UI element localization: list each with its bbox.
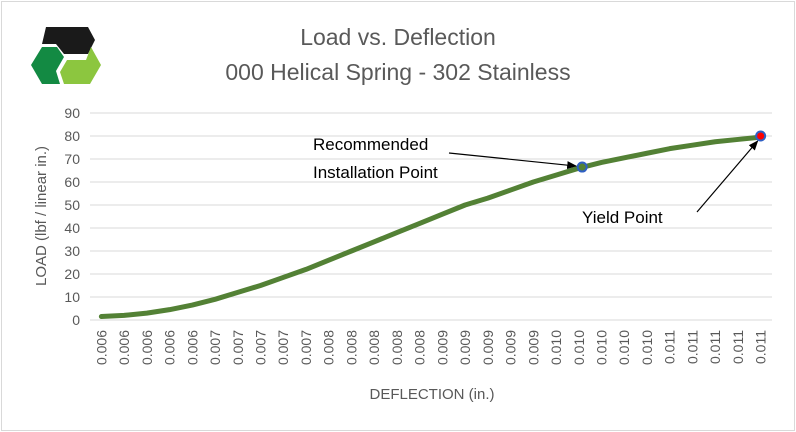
x-tick-label: 0.009 (525, 330, 541, 365)
x-tick-label: 0.010 (594, 330, 610, 365)
y-tick-label: 80 (64, 128, 80, 144)
x-tick-label: 0.009 (480, 330, 496, 365)
y-tick-label: 70 (64, 151, 80, 167)
x-tick-label: 0.008 (366, 330, 382, 365)
x-tick-label: 0.007 (207, 330, 223, 365)
x-tick-label: 0.006 (162, 330, 178, 365)
logo-black-hex (42, 27, 95, 54)
y-axis-label: LOAD (lbf / linear in.) (33, 146, 50, 286)
x-tick-label: 0.011 (730, 330, 746, 364)
x-tick-label: 0.009 (457, 330, 473, 365)
x-tick-label: 0.009 (503, 330, 519, 365)
x-tick-label: 0.011 (753, 330, 769, 364)
x-tick-label: 0.008 (343, 330, 359, 365)
y-tick-label: 60 (64, 174, 80, 190)
x-tick-label: 0.006 (93, 330, 109, 365)
yield-arrow (696, 140, 759, 213)
x-tick-label: 0.011 (707, 330, 723, 364)
chart-title: Load vs. Deflection (300, 24, 496, 50)
recommended-label: Installation Point (313, 163, 438, 182)
yield-label: Yield Point (582, 208, 663, 227)
recommended-arrow (448, 152, 578, 170)
y-tick-label: 20 (64, 266, 80, 282)
x-tick-label: 0.008 (412, 330, 428, 365)
y-tick-label: 90 (64, 105, 80, 121)
logo (31, 27, 101, 84)
x-tick-label: 0.008 (321, 330, 337, 365)
y-tick-label: 50 (64, 197, 80, 213)
x-tick-label: 0.006 (116, 330, 132, 365)
x-tick-label: 0.011 (662, 330, 678, 364)
x-tick-label: 0.006 (139, 330, 155, 365)
recommended-label: Recommended (313, 135, 428, 154)
series-line (98, 134, 764, 320)
x-axis-label: DEFLECTION (in.) (369, 386, 494, 403)
y-tick-label: 0 (72, 312, 80, 328)
x-tick-label: 0.010 (639, 330, 655, 365)
yield-point-marker (755, 130, 767, 142)
x-tick-label: 0.010 (571, 330, 587, 365)
logo-dark-green-hex (31, 47, 64, 84)
y-tick-label: 10 (64, 289, 80, 305)
logo-light-green-hex (60, 47, 101, 84)
y-tick-label: 30 (64, 243, 80, 259)
x-tick-label: 0.007 (298, 330, 314, 365)
x-tick-label: 0.007 (275, 330, 291, 365)
x-tick-label: 0.010 (616, 330, 632, 365)
x-tick-label: 0.009 (434, 330, 450, 365)
chart-subtitle: 000 Helical Spring - 302 Stainless (225, 59, 570, 85)
y-tick-label: 40 (64, 220, 80, 236)
x-tick-label: 0.010 (548, 330, 564, 365)
x-tick-label: 0.007 (230, 330, 246, 365)
x-tick-label: 0.006 (184, 330, 200, 365)
x-tick-label: 0.007 (253, 330, 269, 365)
x-tick-label: 0.008 (389, 330, 405, 365)
x-tick-label: 0.011 (684, 330, 700, 364)
recommended-point-marker (576, 161, 588, 173)
